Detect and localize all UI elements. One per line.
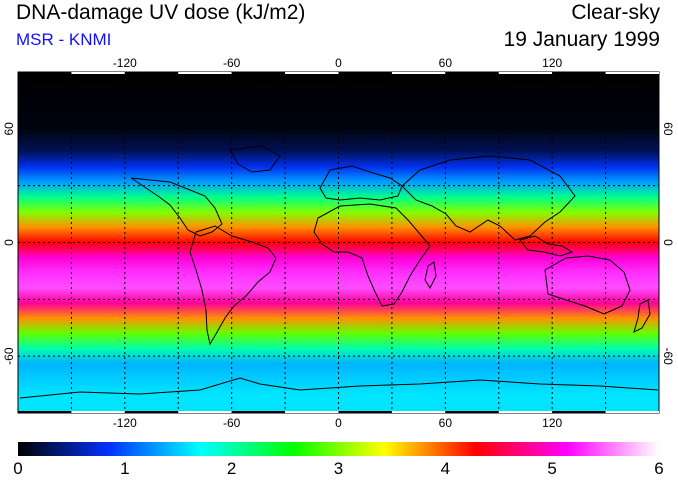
lon-tick-label-top: -60 (223, 56, 241, 70)
coastline-new-zealand (633, 299, 651, 333)
axis-labels: -120 -120 -60 -60 0 0 60 60 120 120 60 0 -60 60 0 -60 (2, 56, 675, 430)
lon-tick-label-bottom: 0 (335, 416, 342, 430)
lon-tick-label-bottom: -60 (223, 416, 241, 430)
colorbar (18, 442, 659, 456)
lon-tick-label-top: 60 (439, 56, 453, 70)
lat-tick-label-left: 0 (2, 239, 16, 246)
coastline-south-america (189, 225, 277, 346)
colorbar-label: 4 (440, 459, 451, 478)
lon-tick-label-bottom: 60 (439, 416, 453, 430)
colorbar-label: 5 (547, 459, 557, 478)
chart-title: DNA-damage UV dose (kJ/m2) (16, 1, 306, 24)
source-label: MSR - KNMI (16, 30, 112, 49)
coastline-antarctica (19, 377, 659, 399)
lon-tick-label-top: 0 (335, 56, 342, 70)
colorbar-label: 0 (13, 459, 23, 478)
lon-tick-label-top: 120 (542, 56, 562, 70)
lat-tick-label-left: -60 (2, 347, 16, 365)
coastline-indonesia (519, 235, 574, 257)
coastline-north-america (130, 177, 223, 237)
lat-tick-label-right: 0 (661, 239, 675, 246)
lat-tick-label-right: 60 (661, 122, 675, 136)
lon-tick-label-bottom: -120 (113, 416, 137, 430)
date-label: 19 January 1999 (503, 28, 660, 51)
coastline-greenland (229, 145, 281, 173)
colorbar-label: 3 (333, 459, 344, 478)
lat-tick-label-right: -60 (661, 347, 675, 365)
graticule (18, 72, 659, 413)
coastline-europe (319, 165, 403, 201)
colorbar-label: 6 (654, 459, 664, 478)
colorbar-label: 1 (120, 459, 130, 478)
coastline-madagascar (424, 261, 437, 290)
frame-tick-marks (18, 72, 659, 413)
lon-tick-label-top: -120 (113, 56, 137, 70)
colorbar-label: 2 (226, 459, 237, 478)
sky-condition-label: Clear-sky (571, 1, 660, 24)
coastline-africa (313, 203, 431, 307)
lat-tick-label-left: 60 (2, 122, 16, 136)
coastline-asia (401, 155, 576, 241)
lon-tick-label-bottom: 120 (542, 416, 562, 430)
